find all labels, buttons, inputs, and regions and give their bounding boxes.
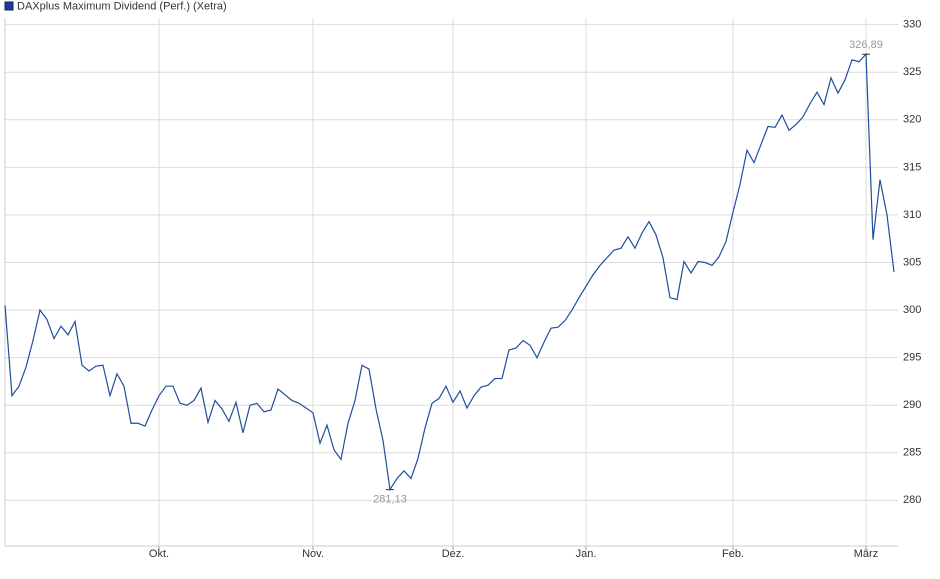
y-tick-label: 305 — [903, 256, 921, 268]
y-tick-label: 325 — [903, 66, 921, 78]
y-tick-label: 300 — [903, 304, 921, 316]
y-tick-label: 310 — [903, 209, 921, 221]
x-tick-label: Nov. — [302, 548, 324, 560]
y-tick-label: 280 — [903, 494, 921, 506]
y-tick-label: 295 — [903, 352, 921, 364]
x-tick-label: Jan. — [576, 548, 597, 560]
x-tick-label: Feb. — [722, 548, 744, 560]
x-tick-label: Okt. — [149, 548, 169, 560]
y-tick-label: 330 — [903, 19, 921, 31]
x-tick-label: März — [854, 548, 878, 560]
y-tick-label: 315 — [903, 161, 921, 173]
legend-swatch — [4, 1, 14, 11]
line-series — [4, 52, 895, 492]
y-tick-label: 290 — [903, 399, 921, 411]
value-label: 281,13 — [373, 493, 407, 505]
y-tick-label: 320 — [903, 114, 921, 126]
value-label: 326,89 — [849, 39, 883, 51]
legend-label: DAXplus Maximum Dividend (Perf.) (Xetra) — [17, 0, 227, 12]
x-tick-label: Dez. — [442, 548, 465, 560]
y-tick-label: 285 — [903, 447, 921, 459]
